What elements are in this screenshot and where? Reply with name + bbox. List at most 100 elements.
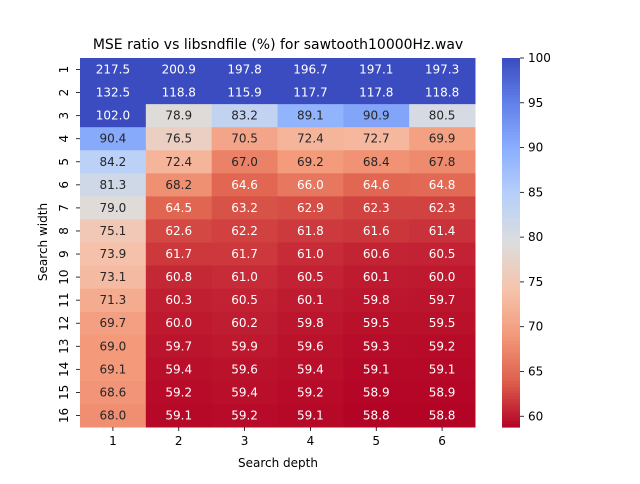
heatmap-cell (145, 58, 213, 82)
colorbar-segment (502, 58, 520, 62)
cell-value-label: 68.6 (100, 385, 127, 399)
colorbar-segment (502, 307, 520, 311)
colorbar-segment (502, 310, 520, 314)
heatmap-cell (211, 334, 278, 359)
heatmap-cell (343, 311, 410, 336)
colorbar-segment (502, 343, 520, 348)
colorbar-segment (502, 417, 520, 422)
heatmap-cell (343, 104, 410, 128)
cell-value-label: 75.1 (100, 224, 127, 238)
colorbar-segment (502, 193, 520, 197)
cell-value-label: 59.5 (363, 316, 390, 330)
cell-value-label: 69.1 (100, 362, 127, 376)
colorbar-tick-label: 60 (528, 409, 543, 423)
colorbar-segment (502, 199, 520, 204)
heatmap-cell (80, 173, 147, 197)
cell-value-label: 73.1 (100, 270, 127, 284)
colorbar-segment (502, 91, 520, 96)
cell-value-label: 59.1 (297, 408, 324, 422)
heatmap-cell (145, 265, 213, 290)
cell-value-label: 68.2 (165, 178, 192, 192)
heatmap-cell (211, 265, 278, 290)
colorbar-segment (502, 411, 520, 416)
cell-value-label: 81.3 (100, 178, 127, 192)
cell-value-label: 59.6 (231, 362, 258, 376)
y-tick-label: 8 (57, 227, 71, 235)
cell-value-label: 60.5 (297, 270, 324, 284)
cell-value-label: 60.5 (231, 293, 258, 307)
colorbar-segment (502, 159, 520, 164)
x-tick-label: 5 (372, 434, 380, 448)
colorbar-segment (502, 220, 520, 225)
cell-value-label: 59.3 (363, 339, 390, 353)
heatmap-cell (80, 265, 147, 290)
heatmap-cell (409, 265, 476, 290)
colorbar-segment (502, 125, 520, 130)
colorbar-segment (502, 79, 520, 84)
y-tick-label: 16 (57, 408, 71, 423)
cell-value-label: 78.9 (165, 109, 192, 123)
cell-value-label: 102.0 (96, 109, 130, 123)
colorbar-segment (502, 254, 520, 259)
cell-value-label: 59.4 (231, 385, 258, 399)
colorbar-segment (502, 190, 520, 194)
y-tick-label: 5 (57, 158, 71, 166)
y-tick-label: 11 (57, 293, 71, 308)
x-axis-label: Search depth (238, 456, 318, 470)
cell-value-label: 118.8 (425, 86, 459, 100)
heatmap-cell (145, 380, 213, 405)
heatmap-cell (145, 288, 213, 313)
colorbar-segment (502, 101, 520, 105)
cell-value-label: 70.5 (231, 132, 258, 146)
colorbar-segment (502, 337, 520, 342)
colorbar-segment (502, 242, 520, 247)
cell-value-label: 60.1 (363, 270, 390, 284)
heatmap-cell (343, 58, 410, 82)
y-tick-label: 3 (57, 112, 71, 120)
cell-value-label: 72.7 (363, 132, 390, 146)
colorbar-segment (502, 85, 520, 90)
cell-value-label: 59.9 (231, 339, 258, 353)
heatmap-cell (343, 219, 410, 243)
cell-value-label: 59.2 (231, 408, 258, 422)
cell-value-label: 69.0 (100, 339, 127, 353)
colorbar-segment (502, 202, 520, 207)
colorbar-segment (502, 257, 520, 262)
colorbar-segment (502, 356, 520, 360)
heatmap-cell (409, 58, 476, 82)
colorbar-segment (502, 224, 520, 228)
cell-value-label: 60.0 (165, 316, 192, 330)
heatmap-cell (343, 173, 410, 197)
colorbar-segment (502, 230, 520, 234)
colorbar-segment (502, 236, 520, 241)
cell-value-label: 69.7 (100, 316, 127, 330)
colorbar-segment (502, 362, 520, 367)
heatmap-cell (409, 242, 476, 267)
colorbar-tick-label: 80 (528, 230, 543, 244)
heatmap-cell (343, 242, 410, 267)
chart-title: MSE ratio vs libsndfile (%) for sawtooth… (93, 37, 463, 53)
cell-value-label: 89.1 (297, 109, 324, 123)
colorbar-segment (502, 325, 520, 330)
colorbar-segment (502, 350, 520, 354)
colorbar-segment (502, 153, 520, 157)
colorbar-segment (502, 328, 520, 333)
cell-value-label: 76.5 (165, 132, 192, 146)
cell-value-label: 217.5 (96, 63, 130, 77)
cell-value-label: 59.4 (165, 362, 192, 376)
heatmap-cell (211, 219, 278, 243)
x-tick-label: 1 (109, 434, 117, 448)
colorbar-segment (502, 383, 520, 388)
cell-value-label: 64.8 (429, 178, 456, 192)
colorbar-segment (502, 64, 520, 68)
colorbar-segment (502, 128, 520, 133)
colorbar-segment (502, 144, 520, 148)
cell-value-label: 61.8 (297, 224, 324, 238)
colorbar-segment (502, 313, 520, 317)
cell-value-label: 62.2 (231, 224, 258, 238)
cell-value-label: 60.1 (297, 293, 324, 307)
heatmap-cell (80, 196, 147, 220)
colorbar-segment (502, 122, 520, 127)
